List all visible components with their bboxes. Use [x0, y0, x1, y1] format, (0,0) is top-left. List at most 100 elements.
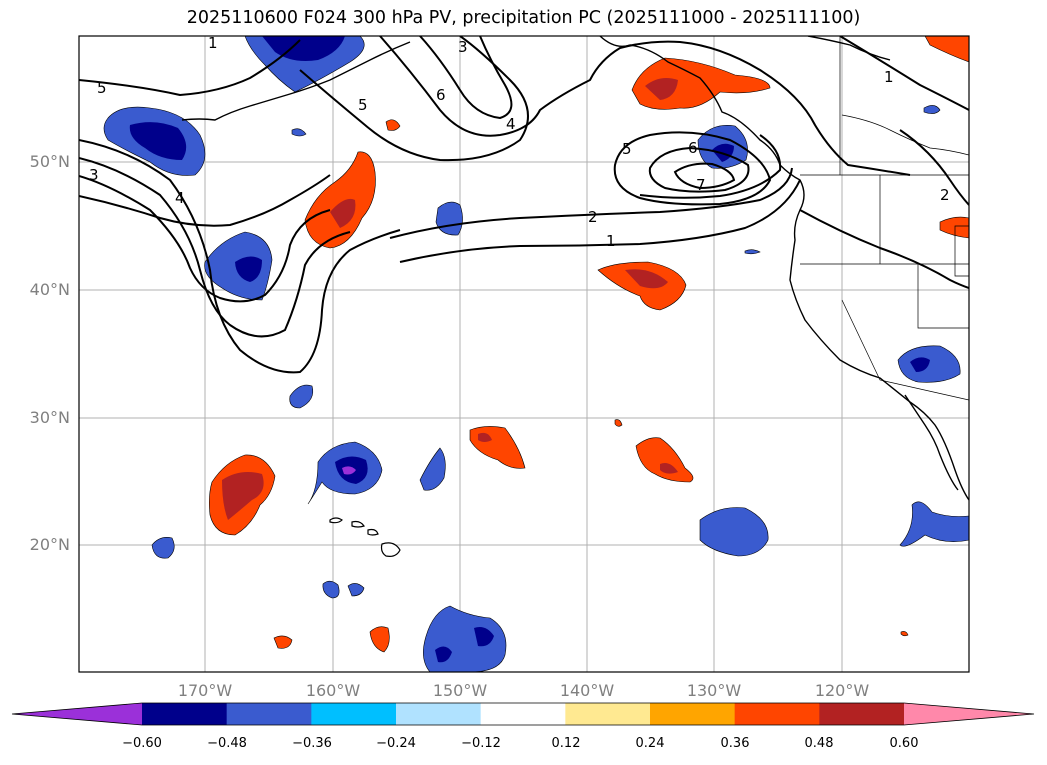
colorbar-tick: −0.60	[122, 736, 162, 751]
pv-label-2-e: 2	[588, 208, 598, 226]
blob-pos-41n-138w-core	[625, 269, 668, 289]
colorbar-extend-low	[12, 703, 142, 725]
colorbar-segments	[12, 703, 1034, 725]
map-frame	[78, 35, 970, 673]
lat-label-30n: 30°N	[29, 408, 70, 427]
blob-pos-28n-147w-core	[478, 432, 492, 442]
blob-pos-east-edge	[939, 216, 969, 239]
colorbar-tick: 0.48	[804, 736, 834, 751]
lon-label-120w: 120°W	[814, 681, 870, 700]
pv-label-3-n: 3	[458, 38, 468, 56]
blob-pos-26n-134w-core	[660, 463, 678, 474]
colorbar-segment	[396, 703, 482, 725]
colorbar-segment	[819, 703, 905, 725]
blob-neg-33n	[289, 384, 314, 409]
pv-label-4-n: 4	[506, 115, 516, 133]
pv-contour-2-east	[389, 167, 793, 239]
blob-pos-12n-165w	[273, 635, 293, 649]
blob-pos-25n-170w-core	[222, 472, 264, 520]
lat-label-50n: 50°N	[29, 152, 70, 171]
blob-neg-canada-small	[923, 105, 941, 114]
blob-pos-48n-160w-core	[330, 198, 356, 228]
blob-neg-baja	[899, 501, 969, 547]
map-background	[79, 36, 969, 672]
blob-neg-27n-150w	[419, 447, 446, 491]
blob-neg-16n-160w-b	[347, 583, 365, 597]
borders	[800, 36, 969, 401]
pv-label-1-e: 1	[606, 232, 616, 250]
colorbar-tick: 0.36	[720, 736, 750, 751]
pv-contour-north-2-right	[899, 129, 969, 206]
pv-contours	[79, 36, 969, 374]
lat-label-40n: 40°N	[29, 280, 70, 299]
colorbar-tick: 0.12	[551, 736, 581, 751]
pv-contour-north-1-right	[839, 36, 969, 111]
pv-label-1-nw: 1	[208, 34, 218, 52]
pv-contour-7-circle	[673, 162, 736, 190]
pv-label-6-e: 6	[688, 139, 698, 157]
map-title: 2025110600 F024 300 hPa PV, precipitatio…	[186, 8, 861, 28]
blob-neg-20n-175w	[151, 537, 175, 559]
blob-pos-tiny-east	[900, 631, 909, 637]
pv-label-5-w: 5	[97, 79, 107, 97]
pv-contour-west-4	[79, 174, 331, 227]
colorbar-segment	[480, 703, 566, 725]
colorbar-outline	[11, 702, 1035, 726]
colorbar-segment	[565, 703, 651, 725]
pv-contour-west-1	[79, 139, 401, 374]
blob-pos-small-613	[614, 419, 623, 427]
lon-label-160w: 160°W	[305, 681, 361, 700]
colorbar-segment	[226, 703, 312, 725]
pv-contour-north-5	[299, 36, 529, 162]
pv-contour-label-group: 1 5 3 4 5 6 4 3 5 6 7 2 1 1 2	[89, 34, 950, 250]
blob-neg-hawaii-north-purple	[342, 466, 356, 475]
pv-contour-east-1	[799, 209, 969, 289]
blob-neg-socal-core	[910, 357, 930, 372]
hawaii-islands	[329, 517, 401, 557]
pv-contour-west-5	[79, 39, 301, 97]
blob-pos-small-55n	[385, 119, 401, 131]
colorbar-segment	[650, 703, 736, 725]
blob-pos-48n-160w	[304, 151, 376, 249]
pv-label-6-n: 6	[436, 86, 446, 104]
blob-neg-south-150w-core2	[435, 646, 452, 663]
pv-label-5-e: 5	[622, 140, 632, 158]
precip-positive-areas	[209, 36, 969, 653]
lon-label-130w: 130°W	[686, 681, 742, 700]
map-plot: 1 5 3 4 5 6 4 3 5 6 7 2 1 1 2	[78, 34, 970, 673]
blob-neg-south-150w-core	[474, 627, 494, 647]
colorbar-segment	[311, 703, 397, 725]
pv-contour-north-6	[419, 36, 513, 120]
pv-contour-west-3	[79, 175, 331, 303]
colorbar-segment	[142, 703, 228, 725]
pv-label-1-ne: 1	[884, 68, 894, 86]
pv-contour-1-east	[399, 179, 801, 263]
lon-label-140w: 140°W	[559, 681, 615, 700]
pv-label-5-n: 5	[358, 96, 368, 114]
pv-contour-north-4	[379, 36, 911, 176]
blob-pos-bc-coast-core	[645, 78, 678, 100]
lon-label-150w: 150°W	[432, 681, 488, 700]
blob-neg-aleutian-west-core	[129, 122, 187, 160]
pv-label-3-w: 3	[89, 166, 99, 184]
pv-label-4-w: 4	[175, 189, 185, 207]
pv-contour-3-east	[639, 134, 782, 199]
colorbar-tick: −0.48	[207, 736, 247, 751]
blob-neg-socal	[897, 345, 961, 383]
lon-label-170w: 170°W	[177, 681, 233, 700]
colorbar-extend-high	[904, 703, 1034, 725]
blob-pos-13n-160w	[369, 626, 390, 653]
blob-neg-22n-130w	[699, 507, 769, 557]
colorbar-tick: 0.60	[889, 736, 919, 751]
pv-contour-5-circle	[613, 131, 772, 206]
colorbar-segment	[734, 703, 820, 725]
coastlines	[181, 36, 969, 501]
pv-contour-west-2	[79, 157, 351, 338]
pv-label-2-ne: 2	[940, 186, 950, 204]
blob-pos-26n-134w	[635, 437, 694, 483]
blob-neg-175w-43n-core	[235, 256, 262, 282]
colorbar-tick: 0.24	[635, 736, 665, 751]
lat-label-20n: 20°N	[29, 535, 70, 554]
colorbar-tick: −0.24	[376, 736, 416, 751]
blob-neg-16n-160w-a	[322, 580, 340, 599]
